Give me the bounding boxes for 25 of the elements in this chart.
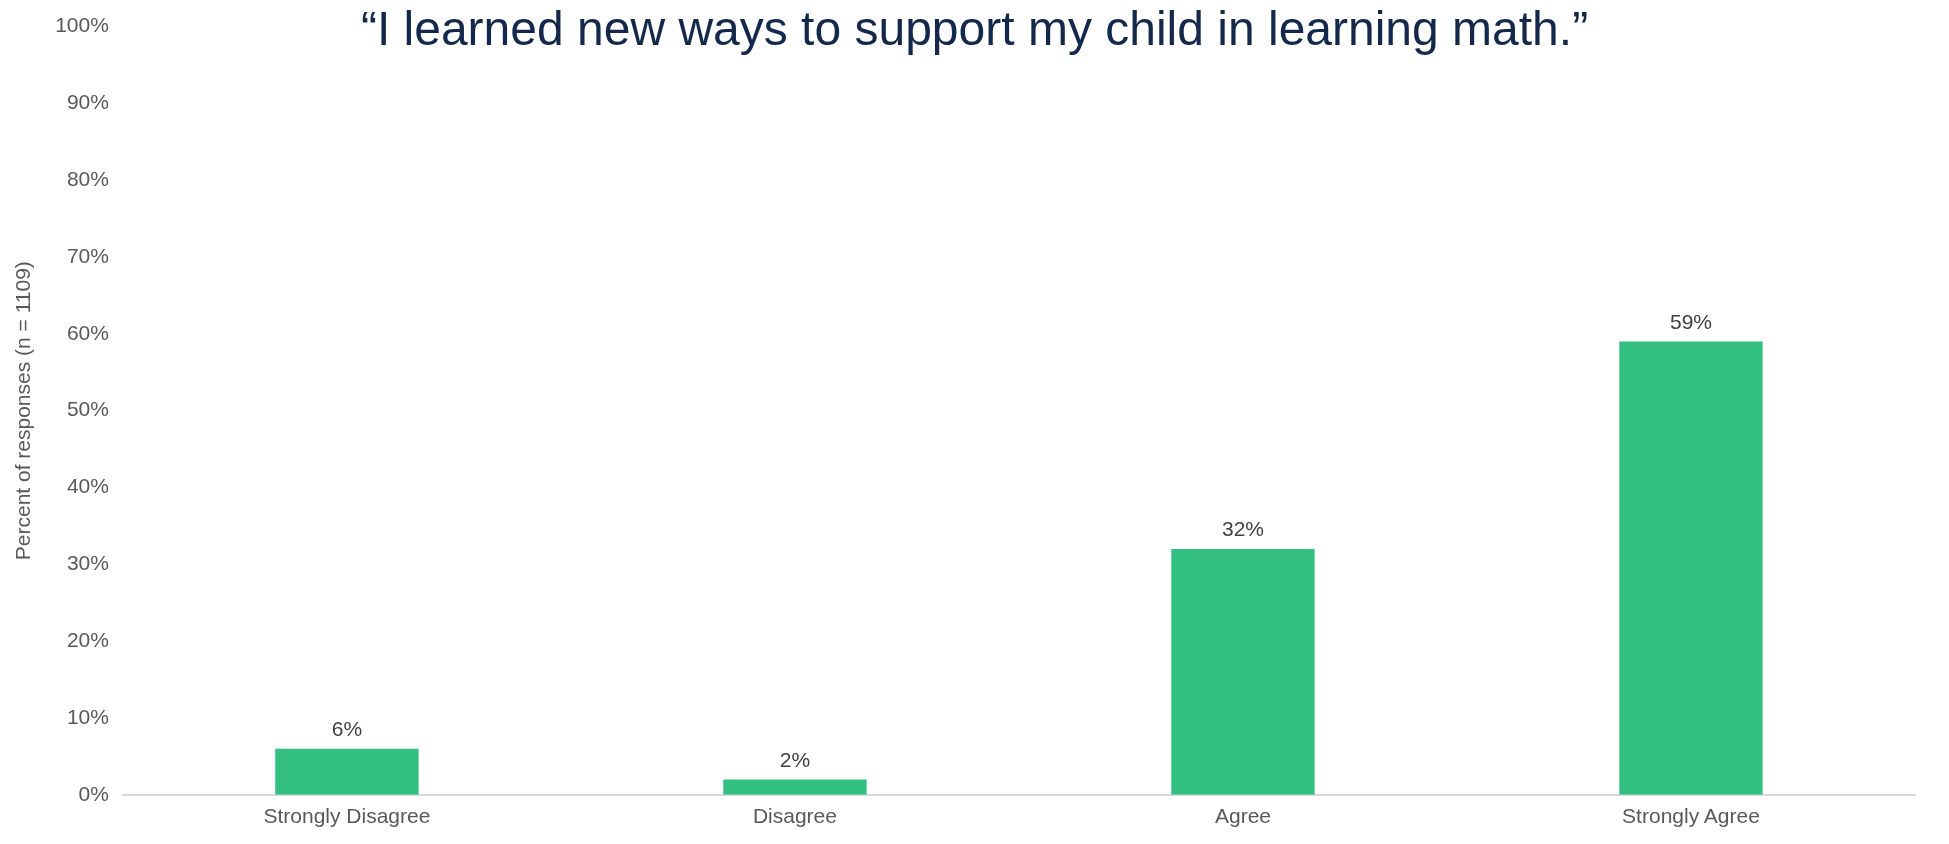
y-axis-title: Percent of responses (n = 1109) — [11, 261, 35, 561]
x-tick-label: Disagree — [752, 804, 837, 828]
chart-title: “I learned new ways to support my child in learning math.” — [360, 2, 1589, 56]
data-label: 6% — [331, 717, 363, 740]
y-tick-label: 20% — [66, 627, 109, 651]
bar — [1619, 341, 1763, 795]
data-label: 59% — [1669, 309, 1712, 333]
y-tick-label: 60% — [66, 320, 109, 344]
bar — [1171, 548, 1315, 795]
y-tick-label: 10% — [66, 704, 109, 728]
y-tick-label: 40% — [66, 474, 109, 498]
y-tick-label: 90% — [66, 90, 109, 114]
y-tick-label: 80% — [66, 167, 109, 191]
y-tick-label: 30% — [66, 551, 109, 575]
y-tick-label: 70% — [66, 243, 109, 267]
bar — [275, 748, 419, 795]
y-tick-label: 100% — [55, 13, 109, 37]
y-tick-label: 50% — [66, 397, 109, 421]
data-label: 32% — [1221, 517, 1264, 541]
x-tick-label: Agree — [1214, 804, 1271, 828]
x-tick-label: Strongly Agree — [1622, 804, 1760, 828]
y-tick-label: 0% — [78, 781, 109, 805]
x-tick-label: Strongly Disagree — [263, 804, 431, 828]
data-label: 2% — [779, 747, 811, 771]
bar — [723, 779, 867, 795]
